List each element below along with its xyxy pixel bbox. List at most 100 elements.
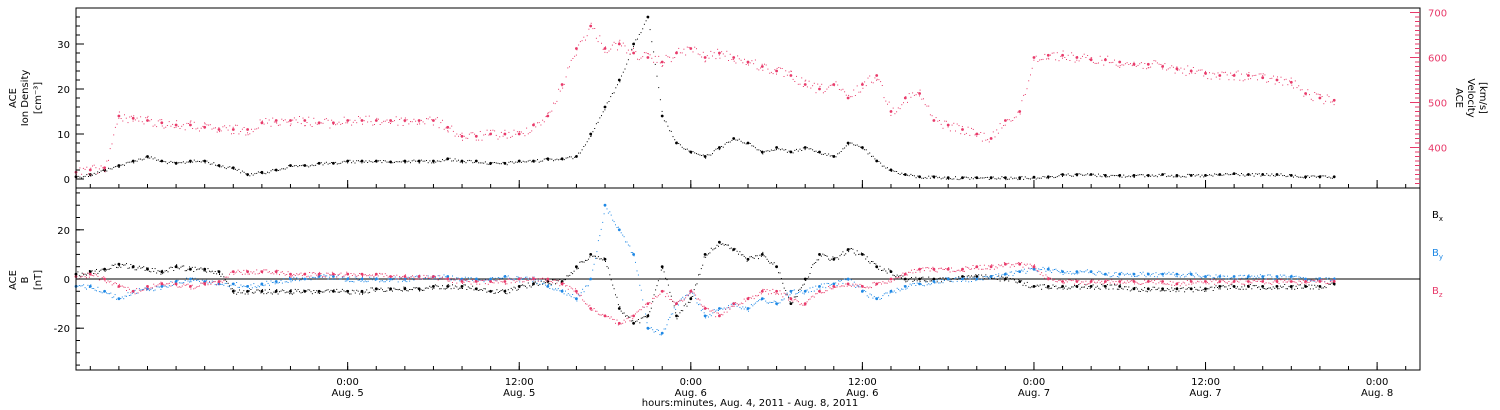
velocity-sample bbox=[257, 127, 259, 129]
bx-component-sample bbox=[86, 274, 87, 276]
bx-component-sample bbox=[695, 284, 697, 286]
velocity-sample bbox=[871, 81, 872, 83]
by-component-sample bbox=[283, 278, 285, 280]
velocity-sample bbox=[516, 131, 518, 133]
bz-component-sample bbox=[1071, 280, 1073, 282]
bx-component-sample bbox=[748, 259, 749, 261]
ion-density-sample bbox=[676, 141, 678, 143]
ion-density-sample bbox=[786, 151, 788, 153]
bx-component-sample bbox=[387, 287, 389, 289]
bx-component-sample bbox=[815, 262, 817, 263]
bx-component-sample bbox=[433, 287, 435, 289]
bx-component-sample bbox=[1046, 287, 1048, 289]
bz-component-sample bbox=[1254, 279, 1256, 281]
bz-component-sample bbox=[979, 264, 981, 266]
velocity-sample bbox=[156, 126, 158, 128]
bz-component-sample bbox=[376, 273, 378, 275]
bz-component-sample bbox=[462, 279, 463, 280]
velocity-sample bbox=[481, 139, 483, 141]
velocity-sample bbox=[702, 51, 704, 53]
by-component-sample bbox=[653, 331, 655, 333]
ion-density-sample bbox=[181, 162, 183, 164]
bz-component-sample bbox=[86, 277, 87, 279]
bx-component-sample bbox=[121, 264, 123, 265]
bz-component-sample bbox=[1036, 270, 1038, 272]
velocity-sample bbox=[378, 118, 379, 120]
by-component-sample bbox=[1022, 270, 1024, 272]
bz-component-sample bbox=[374, 274, 376, 276]
bx-component-sample bbox=[1003, 280, 1005, 282]
bz-component-sample bbox=[314, 273, 316, 275]
velocity-sample bbox=[869, 75, 871, 77]
bz-component-sample bbox=[871, 287, 872, 289]
bx-component-sample bbox=[196, 269, 198, 271]
bz-component-sample bbox=[351, 275, 353, 276]
bx-component-sample bbox=[117, 267, 119, 269]
bx-component-sample bbox=[862, 253, 864, 255]
velocity-sample bbox=[992, 131, 994, 133]
ion-density-sample bbox=[1203, 176, 1205, 178]
velocity-sample bbox=[1185, 74, 1187, 76]
by-component-sample bbox=[565, 290, 566, 292]
bx-component-sample bbox=[399, 288, 401, 290]
bx-component-sample bbox=[467, 286, 469, 288]
bz-component-sample bbox=[492, 282, 494, 284]
bx-component-sample bbox=[512, 289, 514, 291]
date-tick-label: Aug. 8 bbox=[1361, 388, 1393, 399]
bx-component-sample bbox=[768, 260, 769, 262]
ion-density-sample bbox=[1021, 176, 1023, 178]
bx-component-sample bbox=[562, 281, 564, 283]
bz-component-sample bbox=[849, 284, 851, 286]
velocity-sample bbox=[872, 82, 874, 84]
bz-component-sample bbox=[948, 267, 950, 268]
by-component-sample bbox=[700, 310, 702, 312]
bz-component-sample bbox=[410, 276, 412, 278]
bx-component-sample bbox=[935, 278, 937, 280]
by-component-point bbox=[746, 307, 750, 310]
velocity-sample bbox=[831, 84, 833, 86]
velocity-sample bbox=[1214, 73, 1216, 75]
bz-component-sample bbox=[220, 280, 222, 282]
velocity-sample bbox=[431, 119, 433, 121]
bx-component-sample bbox=[613, 288, 615, 290]
bz-component-sample bbox=[735, 302, 737, 304]
ion-density-sample bbox=[283, 168, 284, 170]
bx-component-sample bbox=[906, 280, 908, 282]
bz-component-sample bbox=[806, 301, 808, 303]
ion-density-sample bbox=[686, 148, 688, 150]
ion-density-sample bbox=[694, 152, 696, 154]
by-component-sample bbox=[351, 281, 353, 282]
bx-component-sample bbox=[916, 280, 918, 282]
by-component-sample bbox=[999, 277, 1001, 279]
by-component-point bbox=[703, 314, 707, 318]
ion-density-sample bbox=[1019, 179, 1021, 180]
bx-component-sample bbox=[174, 266, 176, 268]
ion-density-sample bbox=[574, 156, 576, 158]
ion-density-sample bbox=[642, 28, 644, 30]
by-component-sample bbox=[506, 276, 508, 278]
bx-component-sample bbox=[1168, 289, 1170, 291]
by-component-sample bbox=[1116, 276, 1118, 277]
ion-density-sample bbox=[1047, 178, 1049, 180]
bz-component-sample bbox=[189, 286, 190, 288]
velocity-sample bbox=[962, 128, 964, 130]
by-component-sample bbox=[1081, 271, 1083, 273]
ion-density-sample bbox=[935, 175, 937, 177]
ion-density-sample bbox=[1094, 174, 1096, 176]
ion-density-sample bbox=[300, 165, 302, 167]
ion-density-sample bbox=[872, 155, 874, 157]
by-component-sample bbox=[972, 278, 974, 280]
ion-density-sample bbox=[1282, 175, 1284, 177]
bz-component-sample bbox=[161, 282, 163, 284]
by-component-sample bbox=[826, 282, 828, 284]
velocity-sample bbox=[104, 171, 106, 173]
ion-density-sample bbox=[737, 139, 739, 141]
bx-component-sample bbox=[163, 272, 165, 274]
ion-density-sample bbox=[247, 173, 249, 175]
by-component-sample bbox=[1207, 274, 1208, 276]
bz-component-sample bbox=[1052, 279, 1054, 281]
velocity-sample bbox=[1255, 74, 1257, 76]
bx-component-sample bbox=[1054, 286, 1055, 287]
velocity-sample bbox=[624, 45, 626, 47]
velocity-sample bbox=[669, 56, 671, 58]
